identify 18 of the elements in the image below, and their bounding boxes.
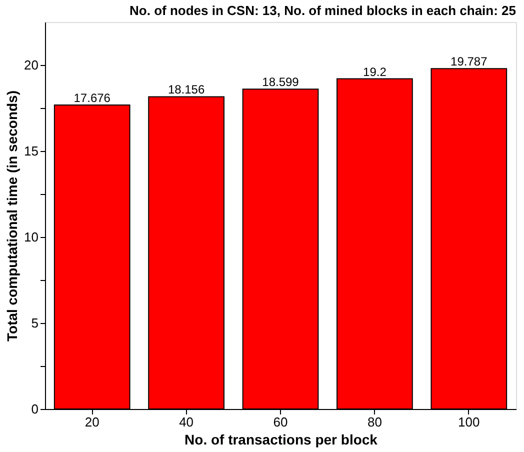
data-label: 19.787	[450, 54, 488, 69]
x-tick-label: 80	[367, 414, 382, 430]
data-label: 18.599	[262, 75, 300, 90]
y-axis-title: Total computational time (in seconds)	[4, 90, 20, 342]
x-tick-label: 100	[458, 414, 480, 430]
data-label: 19.2	[363, 64, 387, 79]
y-tick-label: 10	[24, 230, 38, 244]
y-tick-label: 15	[24, 144, 38, 158]
y-tick-label: 0	[31, 402, 38, 416]
y-tick-label: 5	[31, 316, 38, 330]
x-tick-label: 20	[84, 414, 100, 430]
data-label: 18.156	[168, 82, 205, 97]
x-tick-label: 60	[273, 414, 288, 430]
chart-title: No. of nodes in CSN: 13, No. of mined blocks in each chain: 25	[130, 3, 516, 18]
y-tick-label: 20	[24, 58, 38, 72]
x-axis-title: No. of transactions per block	[184, 432, 378, 448]
data-label: 17.676	[74, 90, 111, 105]
x-tick-label: 40	[179, 414, 194, 430]
